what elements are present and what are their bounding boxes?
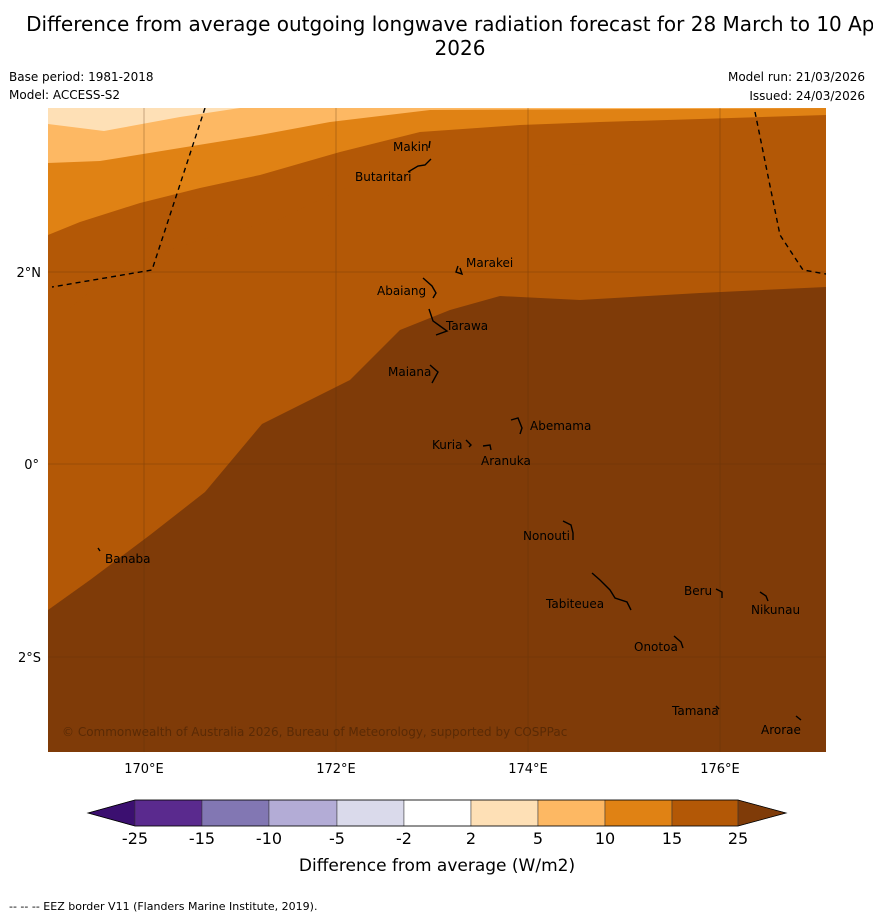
eez-border-east xyxy=(754,111,826,275)
eez-footnote: -- -- -- EEZ border V11 (Flanders Marine… xyxy=(9,900,318,913)
island-tamana xyxy=(715,705,720,710)
colorbar-outline xyxy=(86,799,788,827)
label-marakei: Marakei xyxy=(466,256,513,270)
label-butaritari: Butaritari xyxy=(355,170,412,184)
colorbar-tick-label: -5 xyxy=(329,829,345,848)
lon-label-170e: 170°E xyxy=(124,762,164,777)
colorbar-tick-label: -15 xyxy=(189,829,215,848)
lat-label-2n: 2°N xyxy=(17,266,42,281)
label-aranuka: Aranuka xyxy=(481,454,531,468)
label-arorae: Arorae xyxy=(761,723,801,737)
eez-border xyxy=(51,108,826,288)
map-panel: Makin Butaritari Marakei Abaiang Tarawa … xyxy=(48,108,826,752)
label-beru: Beru xyxy=(684,584,712,598)
island-nikunau xyxy=(759,591,769,602)
colorbar-tick-label: 15 xyxy=(662,829,682,848)
colorbar-title: Difference from average (W/m2) xyxy=(299,856,575,876)
colorbar-tick-label: -2 xyxy=(396,829,412,848)
lat-label-2s: 2°S xyxy=(18,651,41,666)
colorbar-swatch-7 xyxy=(537,799,606,827)
island-kuria xyxy=(465,439,472,448)
label-onotoa: Onotoa xyxy=(634,640,678,654)
island-outlines xyxy=(97,140,802,721)
axis-labels: 170°E 172°E 174°E 176°E 2°N 0° 2°S xyxy=(17,266,740,777)
island-aranuka xyxy=(482,444,492,451)
label-nonouti: Nonouti xyxy=(523,529,570,543)
colorbar-tick-label: 25 xyxy=(728,829,748,848)
island-banaba xyxy=(97,547,101,552)
colorbar-swatch-3 xyxy=(268,799,338,827)
colorbar-swatch-1 xyxy=(134,799,203,827)
model-run: Model run: 21/03/2026 xyxy=(727,70,865,84)
colorbar-swatch-4 xyxy=(336,799,405,827)
issued-date: Issued: 24/03/2026 xyxy=(749,89,865,103)
island-maiana xyxy=(429,364,439,384)
island-makin xyxy=(428,140,431,149)
island-tabiteuea xyxy=(591,572,632,611)
island-arorae xyxy=(795,715,802,721)
colorbar-tick-label: 2 xyxy=(466,829,476,848)
colorbar-swatch-2 xyxy=(201,799,270,827)
lat-label-0: 0° xyxy=(24,458,39,473)
anomaly-band-25-plus xyxy=(48,287,826,752)
eez-border-west xyxy=(51,108,206,288)
copyright-notice: © Commonwealth of Australia 2026, Bureau… xyxy=(62,725,567,739)
colorbar-tick-label: 10 xyxy=(595,829,615,848)
label-banaba: Banaba xyxy=(105,552,151,566)
island-marakei xyxy=(455,265,464,276)
island-onotoa xyxy=(673,635,684,649)
label-abemama: Abemama xyxy=(530,419,591,433)
colorbar-tick-label: -25 xyxy=(122,829,148,848)
island-beru xyxy=(715,588,723,598)
lon-label-174e: 174°E xyxy=(508,762,548,777)
graticule xyxy=(48,108,826,752)
island-abemama xyxy=(510,417,523,435)
colorbar-swatch-8 xyxy=(604,799,673,827)
island-nonouti xyxy=(562,520,574,540)
place-labels: Makin Butaritari Marakei Abaiang Tarawa … xyxy=(105,140,801,737)
base-period: Base period: 1981-2018 xyxy=(9,70,154,84)
island-tarawa xyxy=(428,308,449,336)
label-maiana: Maiana xyxy=(388,365,431,379)
island-abaiang xyxy=(422,277,437,299)
label-tarawa: Tarawa xyxy=(445,319,488,333)
island-butaritari xyxy=(407,158,432,173)
colorbar-swatch-9 xyxy=(671,799,739,827)
lon-label-176e: 176°E xyxy=(700,762,740,777)
colorbar-tick-label: -10 xyxy=(256,829,282,848)
colorbar: -25 -15 -10 -5 -2 2 5 10 15 25 Differenc… xyxy=(86,799,788,876)
colorbar-swatch-6 xyxy=(470,799,539,827)
label-tamana: Tamana xyxy=(671,704,719,718)
colorbar-swatch-5 xyxy=(403,799,472,827)
colorbar-tick-label: 5 xyxy=(533,829,543,848)
label-kuria: Kuria xyxy=(432,438,463,452)
label-abaiang: Abaiang xyxy=(377,284,426,298)
label-makin: Makin xyxy=(393,140,429,154)
lon-label-172e: 172°E xyxy=(316,762,356,777)
map-title: Difference from average outgoing longwav… xyxy=(26,12,873,60)
label-nikunau: Nikunau xyxy=(751,603,800,617)
colorbar-max-arrow xyxy=(737,799,787,827)
model-name: Model: ACCESS-S2 xyxy=(9,88,121,102)
label-tabiteuea: Tabiteuea xyxy=(545,597,604,611)
colorbar-min-arrow xyxy=(87,799,136,827)
